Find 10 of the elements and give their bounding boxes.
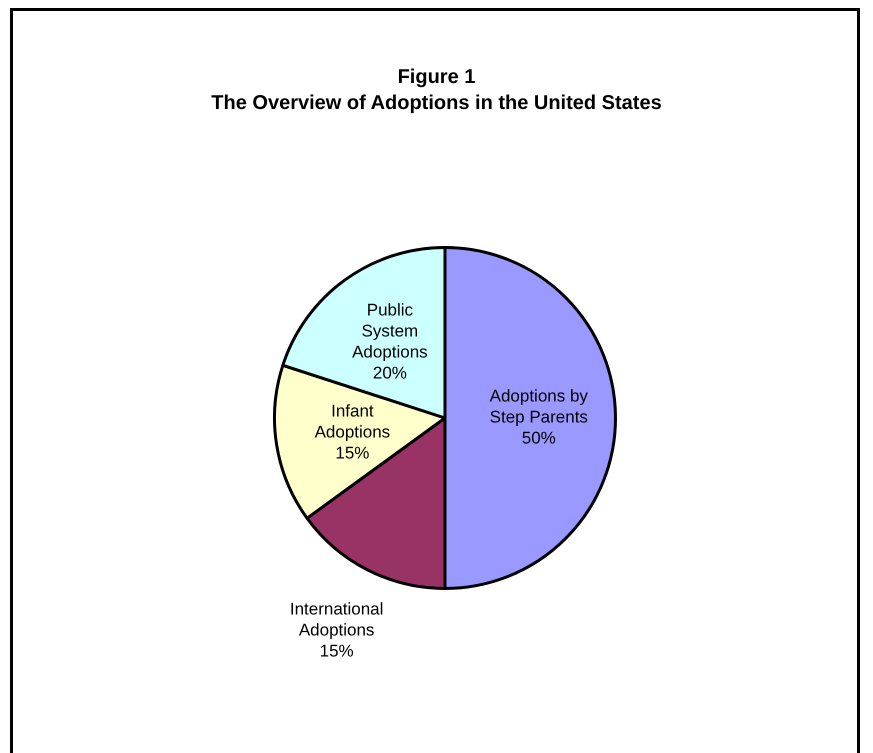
- data-label: 50%: [522, 428, 556, 448]
- data-label: 15%: [320, 641, 354, 660]
- data-label: 15%: [335, 443, 370, 462]
- slice-label: International Adoptions: [290, 599, 384, 640]
- slice-label: Adoptions by Step Parents: [490, 386, 588, 427]
- chart-subtitle: The Overview of Adoptions in the United States: [210, 92, 663, 115]
- slice-label: Public System Adoptions: [352, 300, 428, 362]
- slice-label: Infant Adoptions: [314, 401, 390, 442]
- data-label: 20%: [372, 363, 407, 382]
- chart-title: Figure 1: [396, 66, 476, 89]
